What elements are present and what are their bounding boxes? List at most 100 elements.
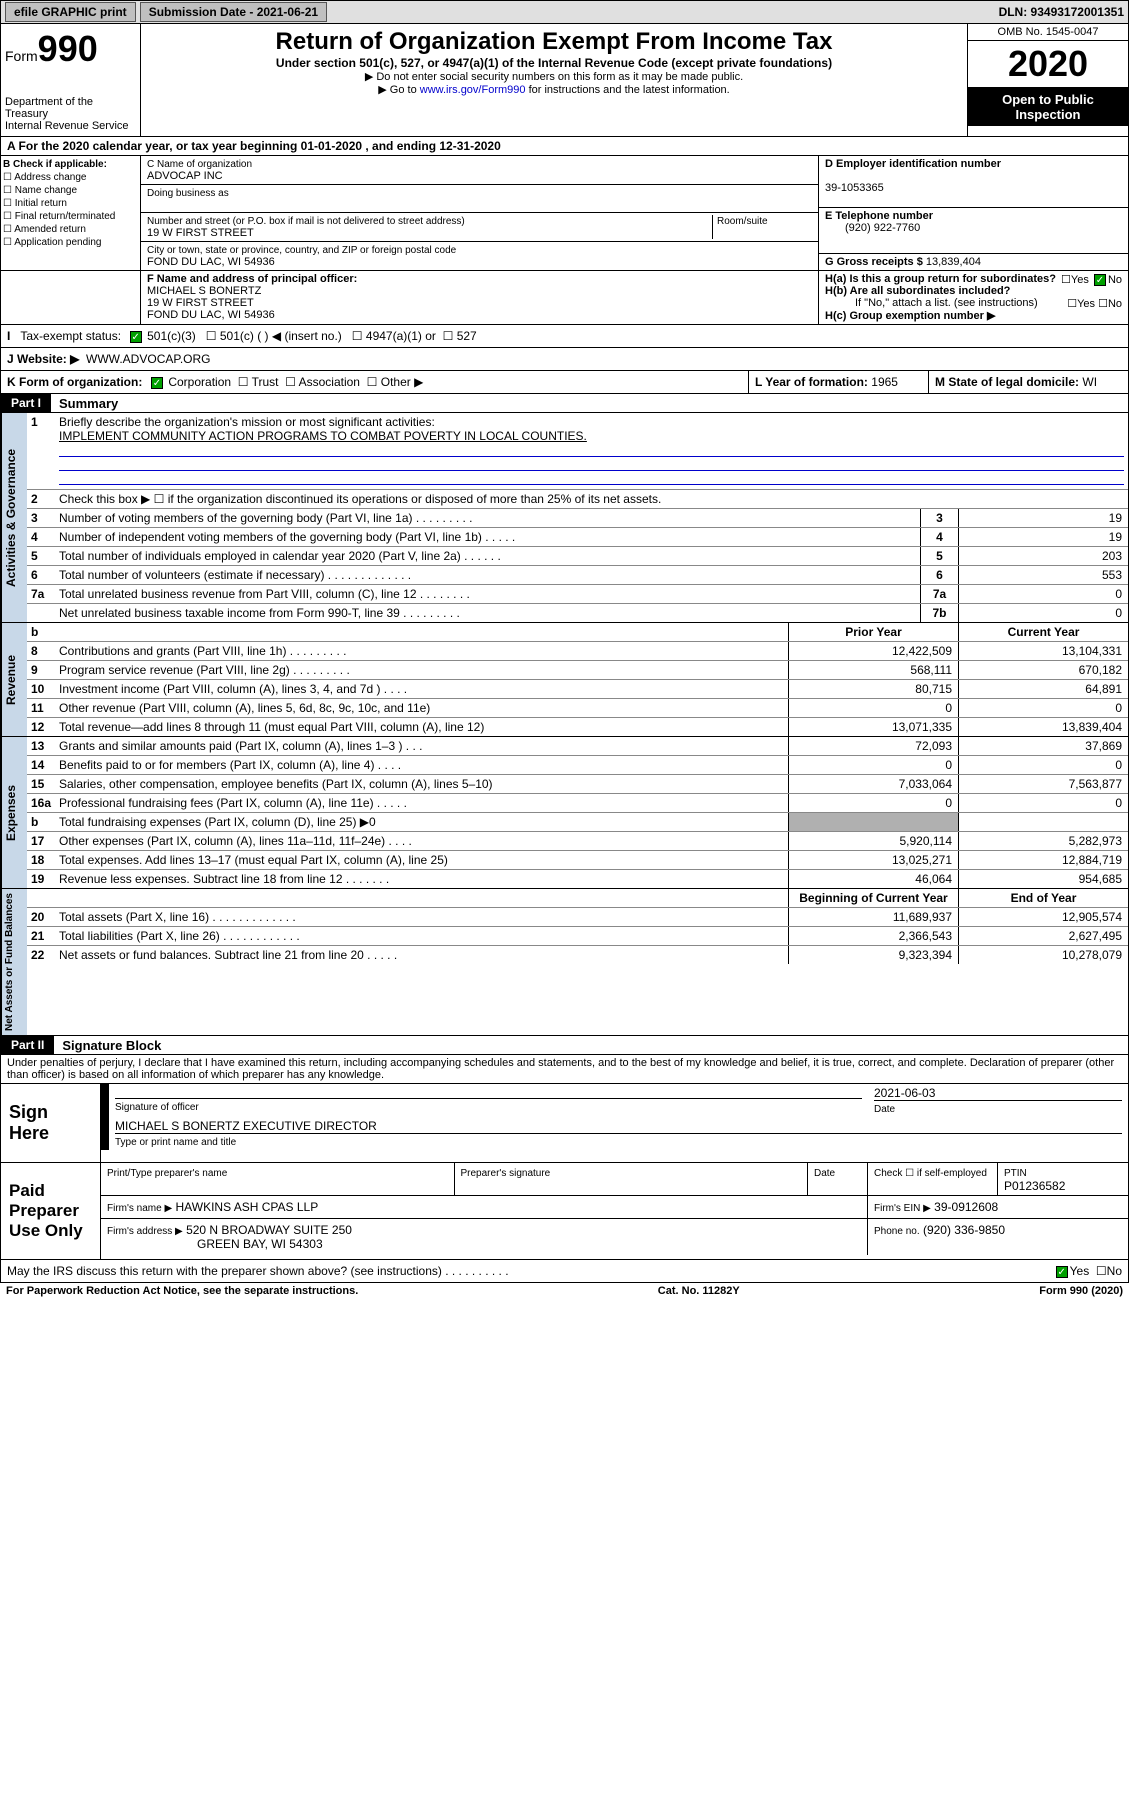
table-row: 11Other revenue (Part VIII, column (A), … — [27, 699, 1128, 718]
check-icon: ✓ — [1094, 274, 1106, 286]
city-state-zip: FOND DU LAC, WI 54936 — [147, 256, 275, 268]
table-row: 17Other expenses (Part IX, column (A), l… — [27, 832, 1128, 851]
paid-preparer-block: Paid Preparer Use Only Print/Type prepar… — [0, 1163, 1129, 1260]
discuss-row: May the IRS discuss this return with the… — [0, 1260, 1129, 1283]
ein-label: D Employer identification number — [825, 158, 1001, 170]
footer-left: For Paperwork Reduction Act Notice, see … — [6, 1285, 358, 1297]
footer-formref: Form 990 (2020) — [1039, 1285, 1123, 1297]
check-icon: ✓ — [130, 331, 142, 343]
row-a-tax-year: A For the 2020 calendar year, or tax yea… — [0, 137, 1129, 156]
firm-name: HAWKINS ASH CPAS LLP — [176, 1200, 319, 1214]
efile-print-button[interactable]: efile GRAPHIC print — [5, 2, 136, 22]
form-label: Form — [5, 48, 38, 64]
sign-here-label: Sign Here — [1, 1084, 101, 1162]
officer-group-row: F Name and address of principal officer:… — [0, 271, 1129, 325]
tax-year: 2020 — [968, 41, 1128, 88]
form-number: 990 — [38, 28, 98, 69]
header-info-grid: B Check if applicable: ☐ Address change … — [0, 156, 1129, 271]
org-name-label: C Name of organization — [147, 159, 252, 170]
officer-street: 19 W FIRST STREET — [147, 297, 254, 309]
gross-receipts-label: G Gross receipts $ — [825, 256, 923, 268]
sign-here-block: Sign Here Signature of officer 2021-06-0… — [0, 1084, 1129, 1163]
prior-year-header: Prior Year — [788, 623, 958, 641]
firm-address-1: 520 N BROADWAY SUITE 250 — [186, 1223, 352, 1237]
org-website: WWW.ADVOCAP.ORG — [86, 352, 210, 366]
state-domicile: WI — [1082, 375, 1097, 389]
table-row: 13Grants and similar amounts paid (Part … — [27, 737, 1128, 756]
year-formation: 1965 — [871, 375, 898, 389]
tax-exempt-row: I Tax-exempt status: ✓ 501(c)(3) ☐ 501(c… — [0, 325, 1129, 348]
irs-link[interactable]: www.irs.gov/Form990 — [420, 84, 526, 96]
net-assets-section: Net Assets or Fund Balances Beginning of… — [0, 889, 1129, 1036]
table-row: 9Program service revenue (Part VIII, lin… — [27, 661, 1128, 680]
governance-section: Activities & Governance 1 Briefly descri… — [0, 413, 1129, 623]
box-b-title: B Check if applicable: — [3, 158, 138, 171]
table-row: 14Benefits paid to or for members (Part … — [27, 756, 1128, 775]
ein-value: 39-1053365 — [825, 182, 884, 194]
omb-number: OMB No. 1545-0047 — [968, 24, 1128, 41]
form-header: Form990 Department of the Treasury Inter… — [0, 24, 1129, 137]
dln-label: DLN: 93493172001351 — [995, 5, 1128, 19]
current-year-header: Current Year — [958, 623, 1128, 641]
firm-ein: 39-0912608 — [934, 1200, 998, 1214]
table-row: 12Total revenue—add lines 8 through 11 (… — [27, 718, 1128, 736]
table-row: 19Revenue less expenses. Subtract line 1… — [27, 870, 1128, 888]
website-row: J Website: ▶ WWW.ADVOCAP.ORG — [0, 348, 1129, 371]
officer-label: F Name and address of principal officer: — [147, 273, 357, 285]
room-label: Room/suite — [717, 216, 768, 227]
paid-preparer-label: Paid Preparer Use Only — [1, 1163, 101, 1259]
form-subtitle: Under section 501(c), 527, or 4947(a)(1)… — [145, 56, 963, 70]
klm-row: K Form of organization: ✓ Corporation ☐ … — [0, 371, 1129, 394]
part1-header: Part I Summary — [0, 394, 1129, 413]
street-label: Number and street (or P.O. box if mail i… — [147, 216, 465, 227]
table-row: 15Salaries, other compensation, employee… — [27, 775, 1128, 794]
signature-date: 2021-06-03 — [874, 1086, 935, 1100]
expenses-section: Expenses 13Grants and similar amounts pa… — [0, 737, 1129, 889]
part1-tag: Part I — [1, 394, 51, 412]
begin-year-header: Beginning of Current Year — [788, 889, 958, 907]
line3-value: 19 — [958, 509, 1128, 527]
end-year-header: End of Year — [958, 889, 1128, 907]
table-row: bTotal fundraising expenses (Part IX, co… — [27, 813, 1128, 832]
table-row: 22Net assets or fund balances. Subtract … — [27, 946, 1128, 964]
part1-title: Summary — [51, 396, 118, 411]
table-row: 20Total assets (Part X, line 16) . . . .… — [27, 908, 1128, 927]
side-label-governance: Activities & Governance — [1, 413, 27, 622]
firm-phone: (920) 336-9850 — [923, 1223, 1005, 1237]
table-row: 8Contributions and grants (Part VIII, li… — [27, 642, 1128, 661]
officer-city: FOND DU LAC, WI 54936 — [147, 309, 275, 321]
public-inspection-badge: Open to Public Inspection — [968, 88, 1128, 126]
signature-label: Signature of officer — [115, 1102, 199, 1113]
line5-value: 203 — [958, 547, 1128, 565]
part2-title: Signature Block — [54, 1038, 161, 1053]
table-row: 16aProfessional fundraising fees (Part I… — [27, 794, 1128, 813]
table-row: 18Total expenses. Add lines 13–17 (must … — [27, 851, 1128, 870]
page-footer: For Paperwork Reduction Act Notice, see … — [0, 1283, 1129, 1299]
submission-date-button[interactable]: Submission Date - 2021-06-21 — [140, 2, 327, 22]
ssn-note: Do not enter social security numbers on … — [145, 70, 963, 83]
check-icon: ✓ — [151, 377, 163, 389]
org-name: ADVOCAP INC — [147, 170, 223, 182]
website-note: Go to www.irs.gov/Form990 for instructio… — [145, 83, 963, 96]
revenue-section: Revenue bPrior YearCurrent Year 8Contrib… — [0, 623, 1129, 737]
phone-value: (920) 922-7760 — [825, 222, 920, 234]
footer-catno: Cat. No. 11282Y — [658, 1285, 740, 1297]
side-label-net: Net Assets or Fund Balances — [1, 889, 27, 1035]
officer-signature-name: MICHAEL S BONERTZ EXECUTIVE DIRECTOR — [115, 1119, 377, 1133]
perjury-statement: Under penalties of perjury, I declare th… — [0, 1055, 1129, 1084]
street-address: 19 W FIRST STREET — [147, 227, 254, 239]
mission-statement: IMPLEMENT COMMUNITY ACTION PROGRAMS TO C… — [59, 429, 587, 443]
table-row: 21Total liabilities (Part X, line 26) . … — [27, 927, 1128, 946]
city-label: City or town, state or province, country… — [147, 245, 456, 256]
line7a-value: 0 — [958, 585, 1128, 603]
gross-receipts-value: 13,839,404 — [926, 256, 981, 268]
line7b-value: 0 — [958, 604, 1128, 622]
line4-value: 19 — [958, 528, 1128, 546]
dba-label: Doing business as — [147, 188, 229, 199]
form-title: Return of Organization Exempt From Incom… — [145, 28, 963, 56]
check-icon: ✓ — [1056, 1266, 1068, 1278]
table-row: 10Investment income (Part VIII, column (… — [27, 680, 1128, 699]
part2-tag: Part II — [1, 1036, 54, 1054]
phone-label: E Telephone number — [825, 210, 933, 222]
line6-value: 553 — [958, 566, 1128, 584]
